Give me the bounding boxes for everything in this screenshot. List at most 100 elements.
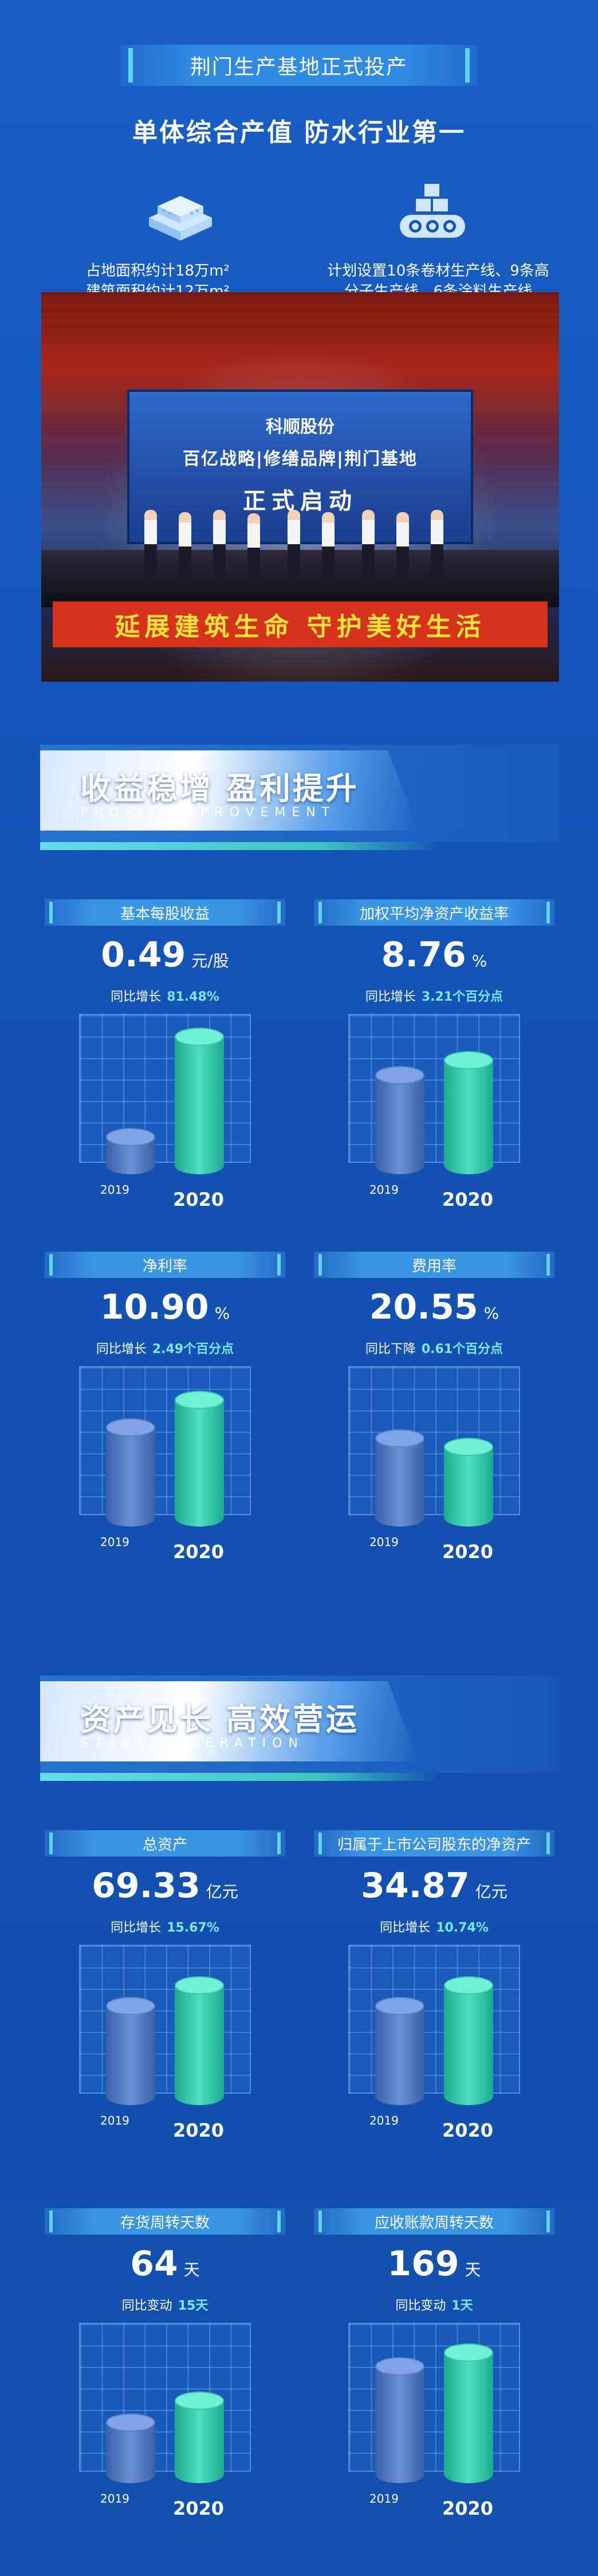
metric-label-text: 总资产 <box>142 1836 187 1854</box>
metric-value-row: 69.33 亿元 <box>40 1866 290 1906</box>
metric-unit: 天 <box>183 2260 200 2279</box>
ceremony-photo: 科顺股份 百亿战略|修缮品牌|荆门基地 正式启动 延展建筑生命 守护美好生活 <box>41 292 559 682</box>
bar-2019-top <box>106 1418 155 1437</box>
metric-value-row: 20.55% <box>309 1287 559 1327</box>
bar-2019-body <box>375 2006 424 2105</box>
metric-card: 归属于上市公司股东的净资产 34.87 亿元 同比增长 10.74% 2019 2020 <box>309 1830 559 2168</box>
metric-label-text: 应收账款周转天数 <box>374 2214 494 2232</box>
metric-change: 同比增长 81.48% <box>40 986 290 1005</box>
bar-2020-body <box>175 1985 224 2105</box>
section2-accent-bar <box>40 842 441 850</box>
metric-label-text: 基本每股收益 <box>120 905 210 923</box>
metric-label: 存货周转天数 <box>45 2208 285 2235</box>
bar-2020-body <box>444 2353 493 2483</box>
bar-2020-top <box>175 2392 224 2410</box>
year-2019-label: 2019 <box>100 1535 129 1549</box>
bar-2019 <box>375 2357 424 2483</box>
metric-value: 0.49 <box>101 935 186 975</box>
year-2020-label: 2020 <box>442 1541 494 1563</box>
metric-unit: 亿元 <box>206 1882 238 1901</box>
bar-2019 <box>106 2413 155 2483</box>
metric-change-value: 1天 <box>451 2299 473 2313</box>
bar-2020-top <box>175 1976 224 1995</box>
person <box>431 510 443 579</box>
bar-2020 <box>444 2343 493 2483</box>
chart-grid <box>79 1945 251 2094</box>
bar-2020 <box>175 1976 224 2105</box>
metric-card: 总资产 69.33 亿元 同比增长 15.67% 2019 2020 <box>40 1830 290 2168</box>
person <box>247 513 260 582</box>
metric-unit: % <box>471 951 487 970</box>
bar-2020-top <box>175 1028 224 1046</box>
metric-change: 同比变动 15天 <box>40 2295 290 2314</box>
bar-2019-body <box>106 2422 155 2483</box>
metric-change: 同比增长 3.21个百分点 <box>309 986 559 1005</box>
metric-card: 应收账款周转天数 169 天同比变动 1天 2019 2020 <box>309 2208 559 2546</box>
metric-card: 加权平均净资产收益率 8.76% 同比增长 3.21个百分点 2019 2020 <box>309 899 559 1237</box>
bar-2019-body <box>375 2366 424 2483</box>
person <box>179 512 191 581</box>
bar-2020 <box>175 1391 224 1527</box>
metric-unit: 元/股 <box>191 951 229 970</box>
bar-2019-top <box>375 2357 424 2376</box>
screen-line3: 正式启动 <box>243 487 357 514</box>
metric-label-text: 存货周转天数 <box>120 2214 210 2232</box>
year-2019-label: 2019 <box>100 2492 129 2506</box>
bar-2019-body <box>106 2006 155 2105</box>
year-2020-label: 2020 <box>442 2119 494 2141</box>
metric-card: 净利率 10.90% 同比增长 2.49个百分点 2019 2020 <box>40 1252 290 1590</box>
metric-value: 169 <box>387 2244 459 2284</box>
production-line-icon <box>390 180 475 243</box>
headline: 单体综合产值 防水行业第一 <box>132 118 466 147</box>
year-2019-label: 2019 <box>100 1183 129 1197</box>
metric-value-row: 0.49 元/股 <box>40 935 290 975</box>
year-2019-label: 2019 <box>369 2114 399 2127</box>
metric-change-label: 同比增长 <box>380 1921 431 1935</box>
metric-change-value: 3.21个百分点 <box>421 990 503 1004</box>
chart-grid <box>348 1945 520 2094</box>
bar-2020-body <box>444 1985 493 2105</box>
metric-change-label: 同比增长 <box>96 1342 147 1356</box>
person <box>322 512 335 581</box>
bar-2019-top <box>106 2413 155 2432</box>
section3-title: 资产见长 高效营运 STABLE OPERATION <box>40 1681 418 1761</box>
bar-2020-top <box>444 1051 493 1069</box>
person <box>396 512 409 581</box>
metric-value: 8.76 <box>381 935 466 975</box>
year-2019-label: 2019 <box>100 2114 129 2127</box>
metric-unit: 亿元 <box>475 1882 507 1901</box>
metric-value-row: 10.90% <box>40 1287 290 1327</box>
metric-change-label: 同比增长 <box>365 990 416 1004</box>
banner-text: 荆门生产基地正式投产 <box>190 56 408 79</box>
banner-jingmen: 荆门生产基地正式投产 <box>120 45 478 86</box>
metric-label: 归属于上市公司股东的净资产 <box>314 1830 554 1857</box>
bar-2020-top <box>444 1438 493 1456</box>
bar-2020 <box>175 2392 224 2483</box>
person <box>213 510 226 579</box>
bar-2019 <box>375 1997 424 2105</box>
screen-line2: 百亿战略|修缮品牌|荆门基地 <box>183 449 418 469</box>
section2-subtitle: PROFIT IMPROVEMENT <box>80 805 336 820</box>
metric-unit: % <box>214 1304 230 1323</box>
metric-value: 64 <box>130 2244 178 2284</box>
bar-2020-top <box>444 1976 493 1995</box>
year-2020-label: 2020 <box>173 2119 225 2141</box>
metric-label-text: 费用率 <box>411 1257 457 1275</box>
metric-change-value: 81.48% <box>167 990 219 1004</box>
metric-label: 净利率 <box>45 1252 285 1278</box>
chart-grid <box>79 2323 251 2472</box>
metric-label-text: 加权平均净资产收益率 <box>359 905 509 923</box>
metric-label-text: 净利率 <box>142 1257 187 1275</box>
chart-grid <box>348 2323 520 2472</box>
person <box>362 510 375 579</box>
chart-grid <box>79 1014 251 1163</box>
bar-2020-body <box>444 1060 493 1174</box>
metric-change-label: 同比变动 <box>121 2299 172 2313</box>
bar-2020-top <box>175 1391 224 1409</box>
section3-accent-bar <box>40 1773 441 1781</box>
chart-grid <box>79 1366 251 1515</box>
metric-change-value: 15.67% <box>167 1921 219 1935</box>
metric-value: 20.55 <box>369 1287 478 1327</box>
metric-label: 基本每股收益 <box>45 899 285 926</box>
metric-change-value: 10.74% <box>436 1921 489 1935</box>
